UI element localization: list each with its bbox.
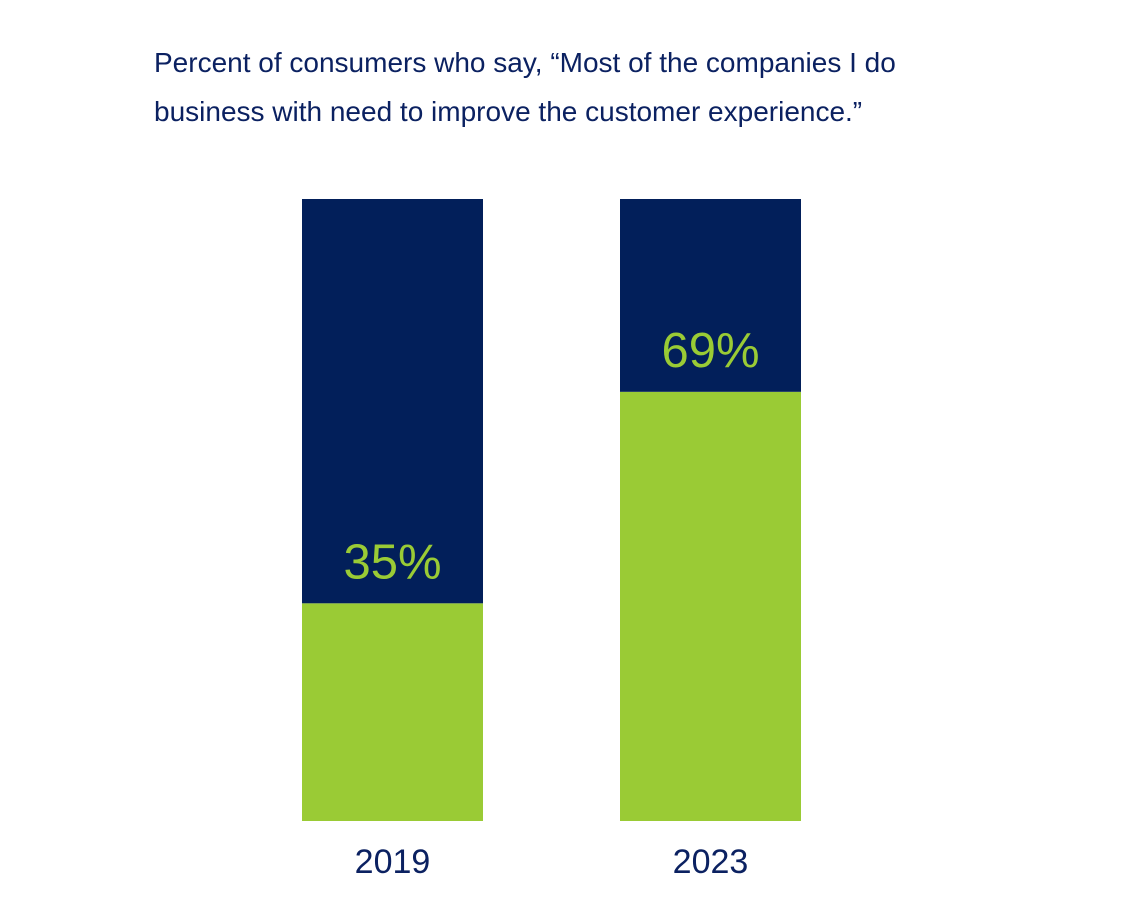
bar-2019-agree	[302, 603, 483, 821]
bar-2023-remainder	[620, 199, 801, 392]
category-label-2023: 2023	[673, 843, 749, 881]
chart-title: Percent of consumers who say, “Most of t…	[154, 47, 896, 127]
category-label-2019: 2019	[355, 843, 431, 881]
data-label-2019: 35%	[343, 535, 441, 589]
bar-2023-agree	[620, 391, 801, 821]
data-label-2023: 69%	[661, 324, 759, 378]
bar-2019-remainder	[302, 199, 483, 604]
